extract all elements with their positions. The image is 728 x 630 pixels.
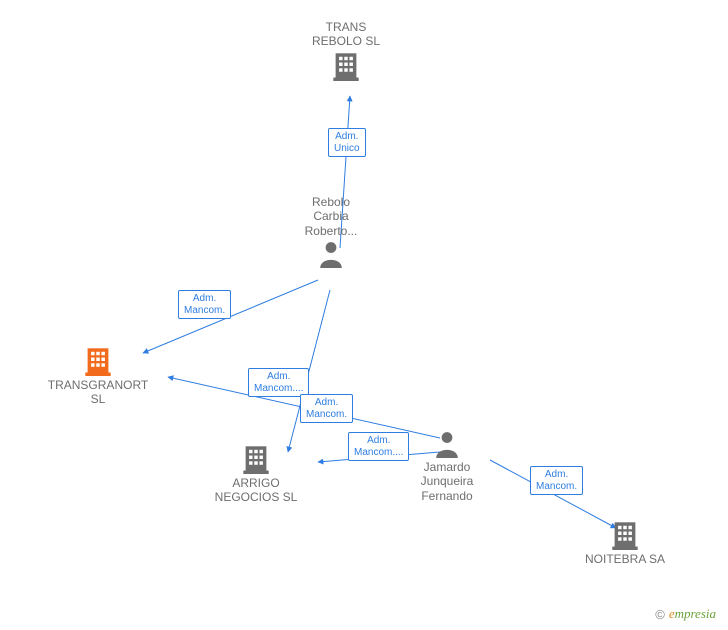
node-label: TRANSREBOLO SL — [296, 20, 396, 49]
building-icon — [611, 520, 639, 550]
building-icon — [242, 444, 270, 474]
node-label: ReboloCarbiaRoberto... — [286, 195, 376, 238]
node-label: NOITEBRA SA — [570, 552, 680, 566]
edge-label: Adm.Mancom.... — [248, 368, 309, 397]
person-icon — [434, 430, 460, 458]
copyright-symbol: © — [655, 607, 665, 622]
edge-label: Adm.Mancom. — [530, 466, 583, 495]
person-icon — [318, 240, 344, 268]
edge-label: Adm.Unico — [328, 128, 366, 157]
building-icon — [332, 51, 360, 81]
node-rebolo-carbia[interactable]: ReboloCarbiaRoberto... — [286, 195, 376, 268]
edge-label: Adm.Mancom. — [178, 290, 231, 319]
node-jamardo[interactable]: JamardoJunqueiraFernando — [402, 430, 492, 503]
node-label: JamardoJunqueiraFernando — [402, 460, 492, 503]
node-trans-rebolo[interactable]: TRANSREBOLO SL — [296, 20, 396, 81]
node-transgranort[interactable]: TRANSGRANORTSL — [38, 346, 158, 407]
node-noitebra[interactable]: NOITEBRA SA — [570, 520, 680, 566]
footer-attribution: © empresia — [655, 606, 716, 622]
edge-label: Adm.Mancom. — [300, 394, 353, 423]
node-arrigo[interactable]: ARRIGONEGOCIOS SL — [201, 444, 311, 505]
building-icon — [84, 346, 112, 376]
brand-name: empresia — [669, 606, 716, 622]
node-label: ARRIGONEGOCIOS SL — [201, 476, 311, 505]
edge-label: Adm.Mancom.... — [348, 432, 409, 461]
node-label: TRANSGRANORTSL — [38, 378, 158, 407]
network-diagram: { "diagram": { "type": "network", "backg… — [0, 0, 728, 630]
